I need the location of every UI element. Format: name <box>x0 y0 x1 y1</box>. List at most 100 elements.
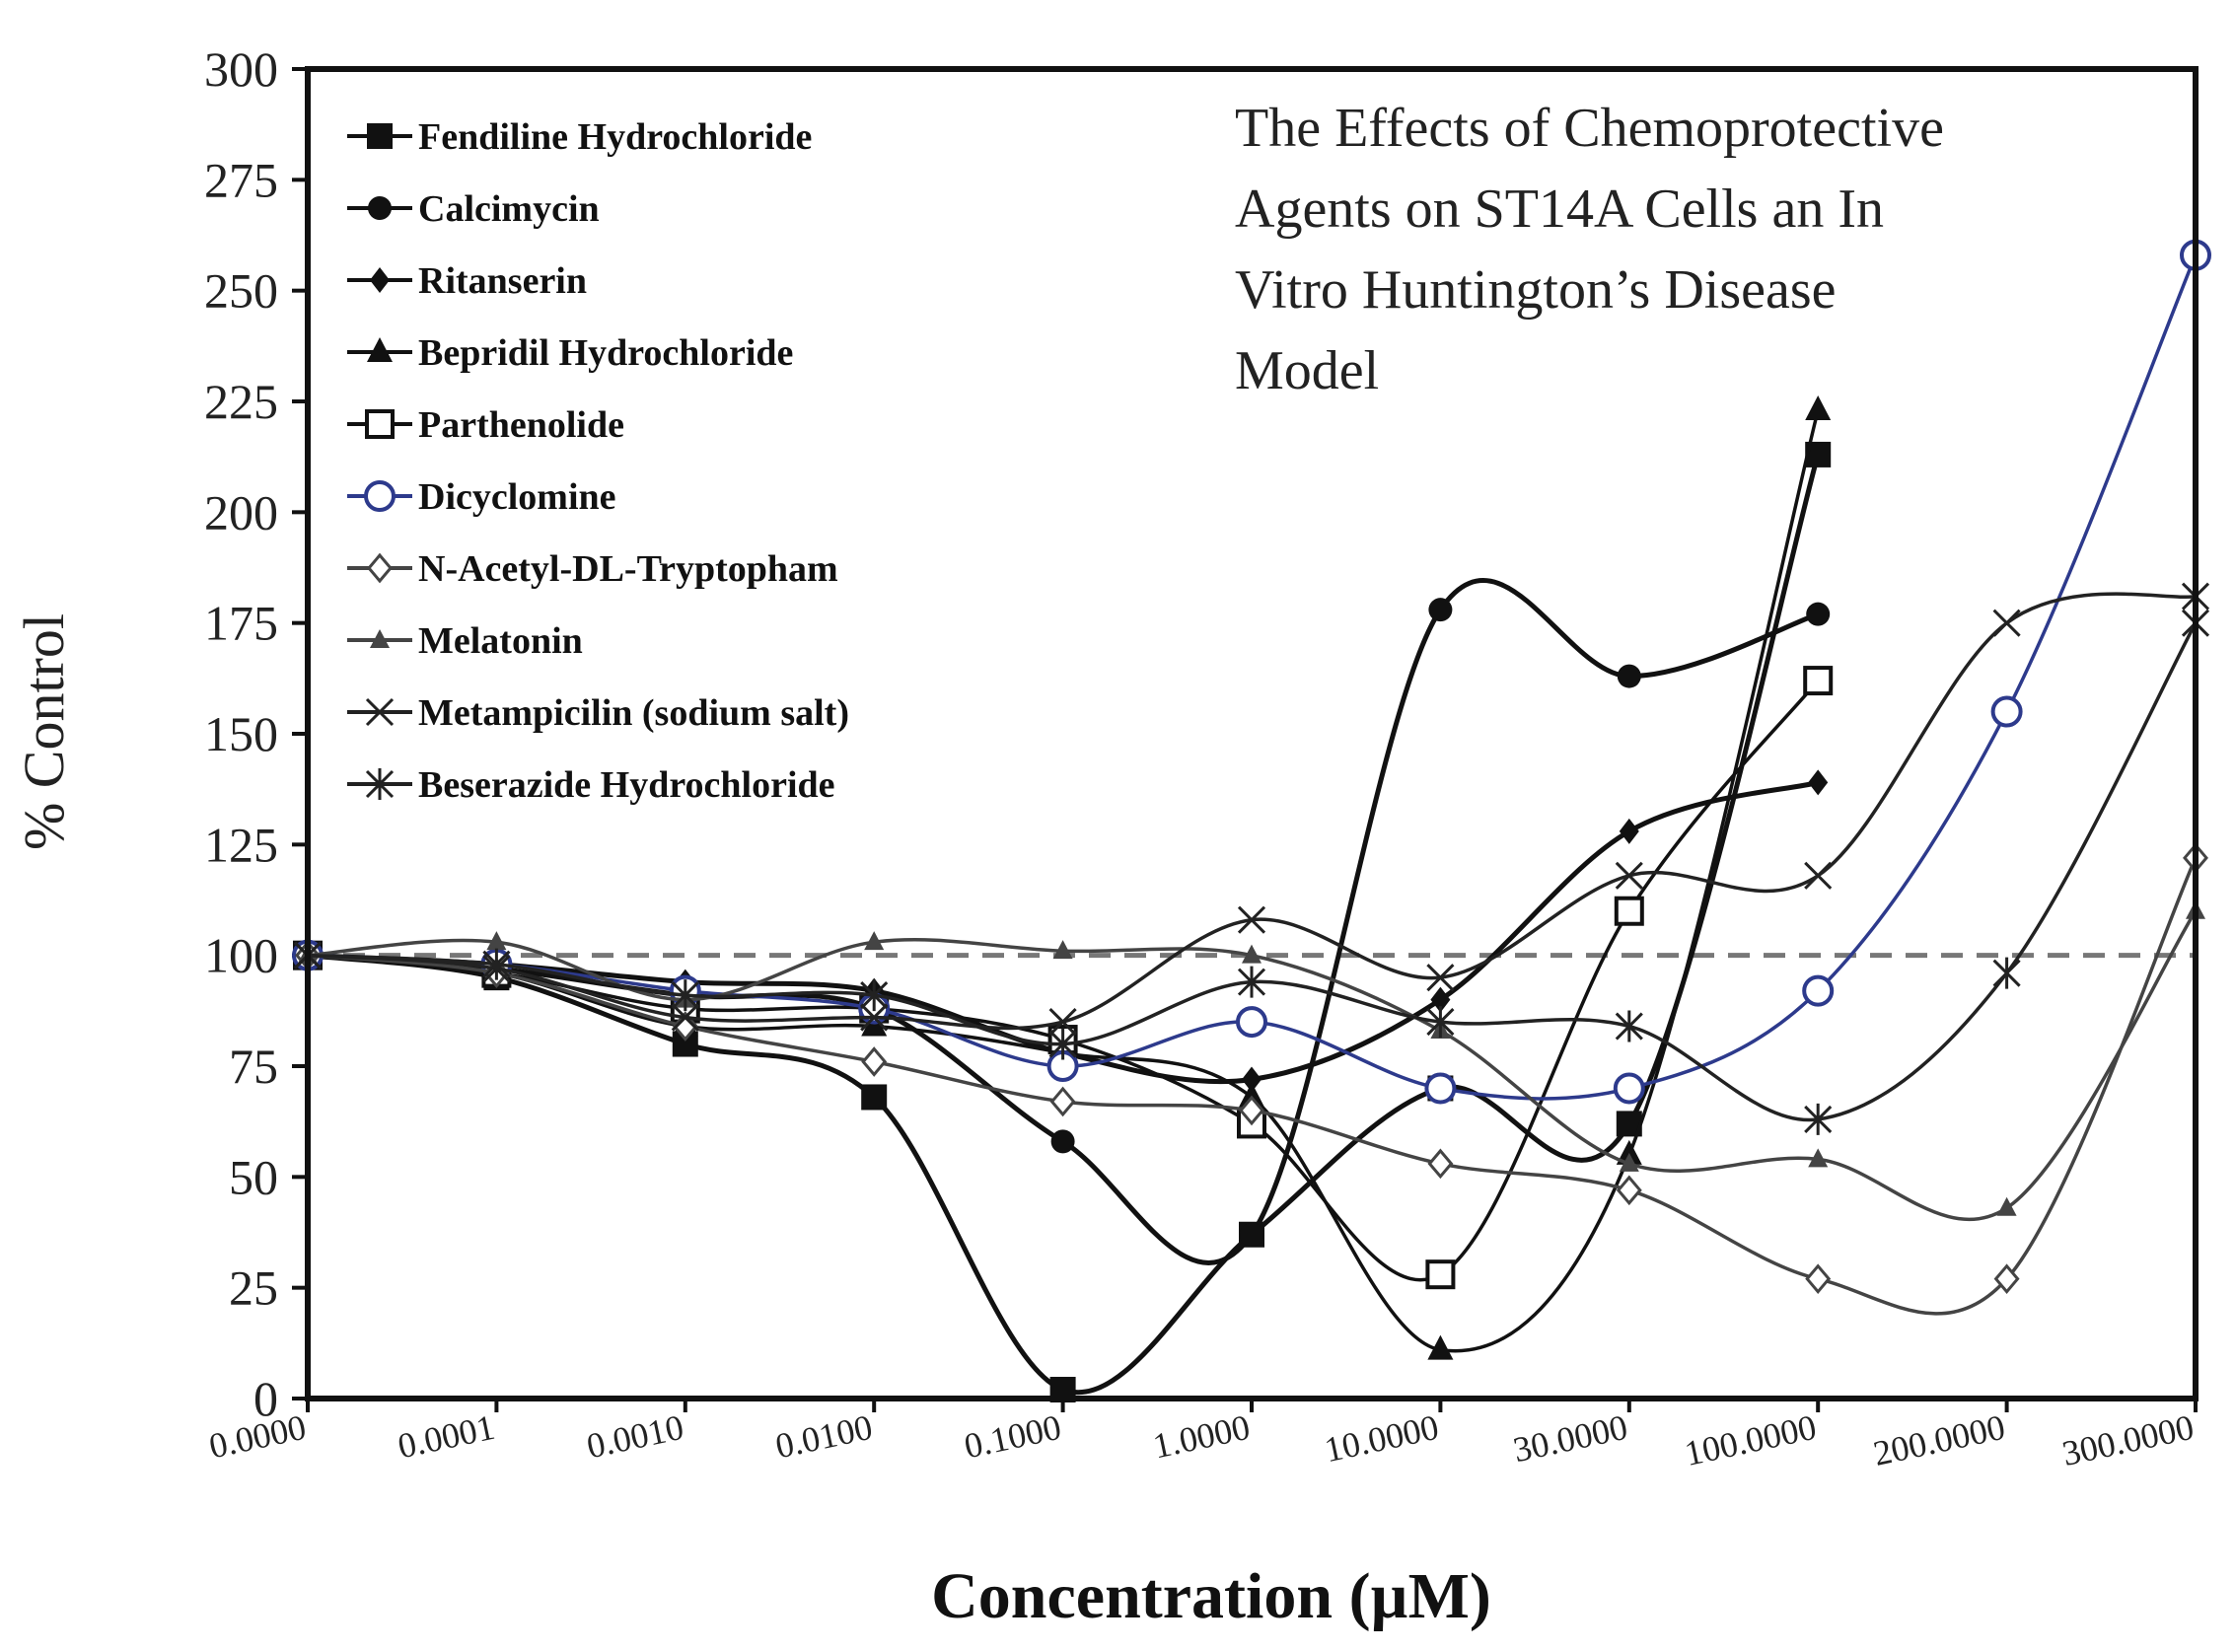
data-point <box>1050 1129 1075 1154</box>
x-tick-label: 30.0000 <box>1510 1407 1631 1470</box>
title-line: Vitro Huntington’s Disease <box>1235 259 1836 321</box>
series-1 <box>296 578 1831 1265</box>
data-point <box>1804 861 1833 890</box>
title-line: Agents on ST14A Cells an In <box>1235 179 1884 240</box>
legend-label: N-Acetyl-DL-Tryptopham <box>418 548 838 590</box>
x-tick-label: 100.0000 <box>1681 1407 1819 1473</box>
data-point <box>1805 1263 1832 1295</box>
data-point <box>1237 966 1266 998</box>
data-point <box>1615 861 1643 890</box>
y-tick-label: 175 <box>204 596 278 651</box>
data-point <box>1992 609 2021 637</box>
y-tick-label: 250 <box>204 263 278 319</box>
data-point <box>1996 1196 2017 1216</box>
data-point <box>1993 1263 2020 1295</box>
title-line: The Effects of Chemoprotective <box>1235 98 1944 159</box>
series-9 <box>293 607 2210 1135</box>
data-point <box>1052 940 1073 960</box>
data-point <box>860 979 889 1012</box>
data-point <box>1242 1066 1262 1093</box>
chart-title: The Effects of Chemoprotective Agents on … <box>1235 98 1944 401</box>
series-line <box>307 857 2198 1316</box>
data-point <box>1426 964 1455 992</box>
data-point <box>864 931 885 951</box>
data-point <box>1242 944 1262 964</box>
data-point <box>671 1003 699 1032</box>
data-point <box>1048 1028 1077 1060</box>
plot-frame <box>305 66 2199 1401</box>
legend-marker <box>365 409 395 439</box>
y-tick-label: 150 <box>204 706 278 761</box>
data-point <box>1424 1072 1457 1105</box>
data-point <box>1616 1139 1642 1165</box>
series-layer <box>292 239 2211 1403</box>
legend-marker <box>370 267 390 293</box>
series-line <box>307 254 2198 1101</box>
y-tick-label: 300 <box>204 41 278 97</box>
data-point <box>1240 1222 1263 1247</box>
x-tick-label: 0.0010 <box>583 1407 686 1467</box>
legend-marker <box>365 768 395 800</box>
series-line <box>307 621 2198 1122</box>
data-point <box>1236 1006 1267 1039</box>
data-point <box>1425 1259 1456 1290</box>
legend-label: Dicyclomine <box>418 476 616 518</box>
data-point <box>1990 695 2023 728</box>
legend-marker <box>367 552 393 584</box>
x-tick-label: 10.0000 <box>1321 1407 1442 1470</box>
data-point <box>482 948 511 980</box>
data-point <box>1808 769 1829 796</box>
y-tick-label: 0 <box>253 1371 278 1426</box>
series-7 <box>298 899 2205 1222</box>
y-tick-label: 50 <box>229 1149 278 1204</box>
legend-label: Metampicilin (sodium salt) <box>418 692 849 734</box>
legend: Fendiline Hydrochloride Calcimycin Ritanse… <box>347 116 849 806</box>
y-tick-label: 25 <box>229 1260 278 1316</box>
legend-label: Beserazide Hydrochloride <box>418 764 835 806</box>
series-line <box>307 909 2198 1222</box>
legend-marker <box>367 123 393 149</box>
data-point <box>1049 1086 1076 1117</box>
x-tick-label: 300.0000 <box>2058 1407 2197 1473</box>
data-point <box>1806 602 1831 626</box>
data-point <box>1428 598 1453 622</box>
title-line: Model <box>1235 340 1379 401</box>
legend-marker <box>368 196 392 220</box>
legend-label: Calcimycin <box>418 188 600 230</box>
y-tick-label: 125 <box>204 817 278 872</box>
data-point <box>1430 986 1451 1013</box>
legend-label: Fendiline Hydrochloride <box>418 116 812 158</box>
data-point <box>1619 818 1639 844</box>
data-point <box>1427 1148 1454 1180</box>
data-point <box>1616 1175 1642 1206</box>
legend-label: Ritanserin <box>418 260 587 302</box>
data-point <box>1239 1082 1264 1108</box>
data-point <box>1805 395 1832 420</box>
data-point <box>486 931 507 951</box>
data-point <box>1239 1095 1264 1126</box>
y-tick-label: 75 <box>229 1039 278 1094</box>
data-point <box>1802 974 1835 1007</box>
y-tick-label: 200 <box>204 484 278 539</box>
series-line <box>307 454 1821 1395</box>
legend-marker <box>364 480 396 512</box>
data-point <box>1614 896 1644 926</box>
y-axis-label: % Control <box>12 613 76 850</box>
y-axis-ticks: 0 25 50 75 100 125 150 175 200 225 250 275 300 <box>204 41 308 1426</box>
x-tick-label: 1.0000 <box>1150 1407 1254 1467</box>
data-point <box>1992 957 2021 989</box>
legend-marker <box>370 629 390 648</box>
series-line <box>307 779 1819 1085</box>
data-point <box>861 1084 888 1111</box>
data-point <box>1426 1006 1455 1039</box>
x-tick-label: 0.0100 <box>772 1407 876 1467</box>
x-tick-label: 0.1000 <box>961 1407 1064 1467</box>
data-point <box>1803 666 1834 696</box>
x-axis-ticks: 0.0000 0.0001 0.0010 0.0100 0.1000 1.0000 10.0… <box>206 1399 2198 1473</box>
legend-label: Melatonin <box>418 620 583 662</box>
data-point <box>1804 1103 1833 1135</box>
data-point <box>1237 905 1266 934</box>
data-point <box>860 1003 889 1032</box>
data-point <box>1048 1008 1077 1037</box>
